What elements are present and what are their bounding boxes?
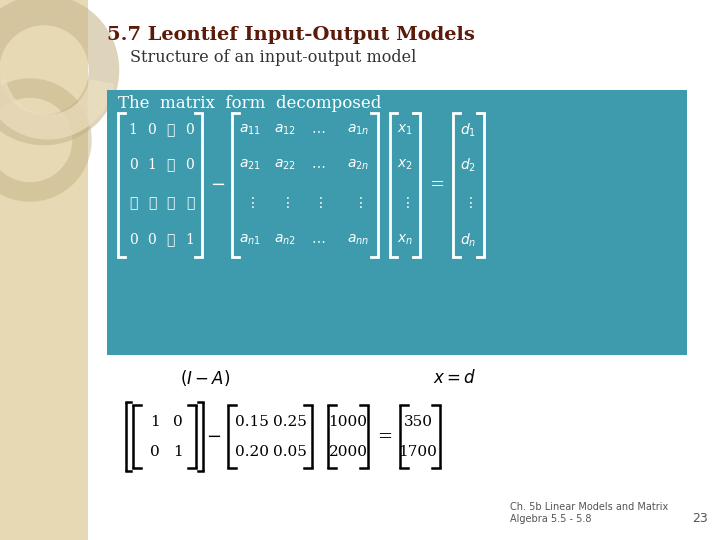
Text: $\cdots$: $\cdots$ <box>311 233 325 247</box>
Text: $a_{22}$: $a_{22}$ <box>274 158 296 172</box>
Text: 0: 0 <box>150 445 160 459</box>
Text: 0.20: 0.20 <box>235 445 269 459</box>
Text: $x_n$: $x_n$ <box>397 233 413 247</box>
Text: 0: 0 <box>186 158 194 172</box>
Text: 1: 1 <box>150 415 160 429</box>
Text: 23: 23 <box>692 511 708 524</box>
Text: ⋯: ⋯ <box>166 233 174 247</box>
Text: ⋯: ⋯ <box>166 158 174 172</box>
Text: ⋮: ⋮ <box>148 196 156 210</box>
FancyBboxPatch shape <box>107 90 687 355</box>
Text: $d_n$: $d_n$ <box>460 231 476 249</box>
Text: $a_{nn}$: $a_{nn}$ <box>347 233 369 247</box>
Text: $\vdots$: $\vdots$ <box>246 195 255 211</box>
Text: 0: 0 <box>186 123 194 137</box>
Text: $a_{1n}$: $a_{1n}$ <box>347 123 369 137</box>
Text: 0: 0 <box>148 233 156 247</box>
Text: ⋮: ⋮ <box>186 196 194 210</box>
Text: 1: 1 <box>148 158 156 172</box>
Text: 1000: 1000 <box>328 415 367 429</box>
Text: 0: 0 <box>148 123 156 137</box>
Text: ⋮: ⋮ <box>129 196 138 210</box>
Text: $a_{n1}$: $a_{n1}$ <box>239 233 261 247</box>
Text: $\cdots$: $\cdots$ <box>311 158 325 172</box>
Text: $a_{21}$: $a_{21}$ <box>239 158 261 172</box>
Text: ⋯: ⋯ <box>166 123 174 137</box>
Text: $\vdots$: $\vdots$ <box>400 195 410 211</box>
Text: $a_{n2}$: $a_{n2}$ <box>274 233 296 247</box>
Text: 0: 0 <box>129 158 138 172</box>
Text: $d_2$: $d_2$ <box>460 156 476 174</box>
Text: $\cdots$: $\cdots$ <box>311 123 325 137</box>
Text: The  matrix  form  decomposed: The matrix form decomposed <box>118 94 382 111</box>
Text: $\vdots$: $\vdots$ <box>280 195 290 211</box>
Text: 2000: 2000 <box>328 445 367 459</box>
Text: −: − <box>207 428 222 446</box>
Text: 0: 0 <box>129 233 138 247</box>
Text: $a_{2n}$: $a_{2n}$ <box>347 158 369 172</box>
Text: Structure of an input-output model: Structure of an input-output model <box>130 50 416 66</box>
Text: =: = <box>377 428 392 446</box>
Text: Ch. 5b Linear Models and Matrix: Ch. 5b Linear Models and Matrix <box>510 502 668 512</box>
Text: $d_1$: $d_1$ <box>460 122 476 139</box>
Text: ⋮: ⋮ <box>166 196 174 210</box>
Text: $a_{11}$: $a_{11}$ <box>239 123 261 137</box>
Text: 0.05: 0.05 <box>273 445 307 459</box>
Text: 0: 0 <box>173 415 183 429</box>
Text: 5.7 Leontief Input-Output Models: 5.7 Leontief Input-Output Models <box>107 26 475 44</box>
Text: −: − <box>210 176 225 194</box>
Text: 0.25: 0.25 <box>273 415 307 429</box>
Text: 1: 1 <box>129 123 138 137</box>
Text: 350: 350 <box>403 415 433 429</box>
Text: $(I-A)$: $(I-A)$ <box>180 368 230 388</box>
Text: $\vdots$: $\vdots$ <box>354 195 363 211</box>
Text: $x=d$: $x=d$ <box>433 369 477 387</box>
Text: Algebra 5.5 - 5.8: Algebra 5.5 - 5.8 <box>510 514 592 524</box>
Text: 1: 1 <box>186 233 194 247</box>
Text: 1700: 1700 <box>399 445 438 459</box>
Text: 0.15: 0.15 <box>235 415 269 429</box>
Text: $x_2$: $x_2$ <box>397 158 413 172</box>
Text: $x_1$: $x_1$ <box>397 123 413 137</box>
Text: $a_{12}$: $a_{12}$ <box>274 123 296 137</box>
Text: =: = <box>430 176 444 194</box>
FancyBboxPatch shape <box>0 0 88 540</box>
Text: 1: 1 <box>173 445 183 459</box>
Text: $\vdots$: $\vdots$ <box>463 195 473 211</box>
Text: $\vdots$: $\vdots$ <box>313 195 323 211</box>
